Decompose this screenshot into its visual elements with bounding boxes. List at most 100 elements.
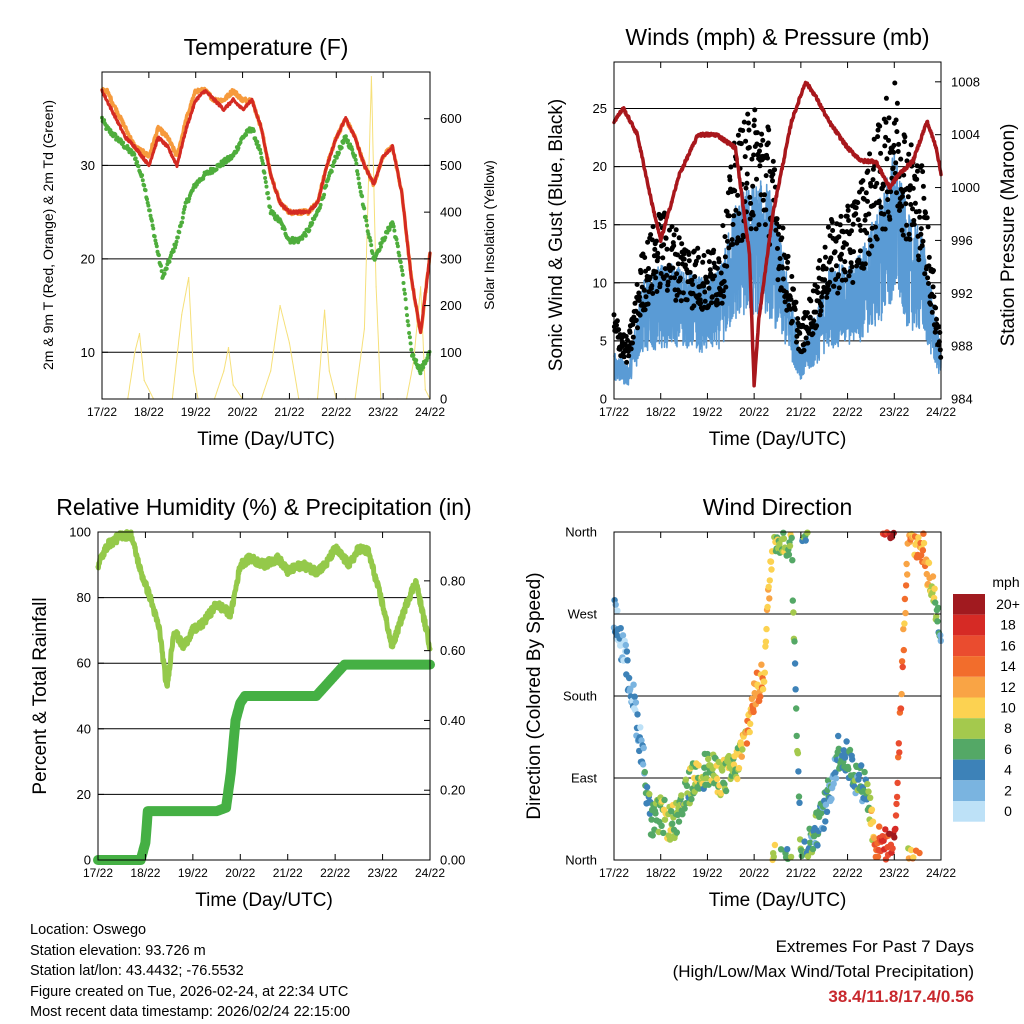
direction-point [824, 777, 832, 784]
gust-point [892, 80, 898, 86]
direction-point [649, 832, 656, 839]
x-tick-label: 23/22 [879, 405, 909, 419]
direction-point [937, 632, 944, 639]
gust-point [847, 268, 853, 274]
x-tick-label: 19/22 [181, 405, 211, 419]
gust-point [722, 254, 728, 260]
gust-point [675, 261, 681, 267]
direction-point [934, 618, 941, 625]
dewpoint-point [159, 263, 163, 268]
direction-point [843, 738, 850, 745]
direction-point [761, 669, 768, 676]
gust-point [720, 288, 726, 294]
y2-tick-label: 0.40 [440, 713, 465, 728]
gust-point [878, 204, 884, 210]
gust-point [693, 258, 699, 264]
gust-point [926, 281, 931, 286]
gust-point [875, 134, 881, 140]
gust-point [853, 205, 859, 211]
dewpoint-point [201, 176, 206, 181]
gust-point [696, 292, 702, 298]
gust-point [910, 206, 915, 212]
gust-series [611, 80, 944, 365]
dewpoint-point [153, 238, 158, 243]
direction-point [892, 825, 899, 833]
y2-tick-label: 400 [440, 205, 462, 220]
gust-point [660, 255, 666, 261]
gust-point [878, 150, 884, 156]
dewpoint-point [102, 118, 107, 123]
dewpoint-point [180, 215, 185, 220]
dewpoint-point [236, 145, 241, 150]
direction-point [643, 783, 651, 791]
direction-point [891, 834, 898, 841]
direction-point [759, 686, 767, 693]
gust-point [652, 246, 658, 252]
direction-point [896, 749, 903, 756]
direction-point [739, 746, 746, 753]
direction-point [934, 604, 942, 611]
direction-point [858, 762, 865, 769]
dewpoint-point [310, 221, 315, 225]
gust-point [670, 265, 676, 271]
dewpoint-point [354, 161, 359, 166]
y2-tick-label: 1004 [951, 127, 980, 142]
gust-point [742, 154, 748, 160]
y2-tick-label: 992 [951, 286, 973, 301]
y2-tick-label: 988 [951, 339, 973, 354]
direction-point [625, 674, 633, 682]
gust-point [731, 213, 737, 219]
direction-point [897, 705, 905, 712]
y-tick-label: 0 [600, 392, 607, 407]
extremes-values: 38.4/11.8/17.4/0.56 [828, 987, 974, 1006]
gust-point [696, 254, 701, 260]
gust-point [815, 265, 821, 271]
gust-point [788, 297, 794, 302]
gust-point [642, 255, 648, 260]
dewpoint-point [356, 176, 361, 181]
extremes-title: Extremes For Past 7 Days [775, 937, 974, 956]
gust-point [721, 278, 727, 284]
direction-point [796, 799, 803, 806]
dewpoint-point [140, 178, 145, 183]
direction-point [895, 740, 902, 747]
gust-point [720, 223, 726, 229]
dewpoint-point [266, 196, 271, 201]
gust-point [908, 202, 914, 207]
gust-point [625, 337, 630, 343]
gust-point [836, 234, 842, 240]
x-tick-label: 17/22 [599, 405, 629, 419]
y2-tick-label: 0 [440, 392, 447, 407]
gust-point [839, 251, 844, 257]
gust-point [677, 275, 683, 281]
gust-point [891, 149, 897, 155]
direction-point [632, 699, 640, 706]
gust-point [735, 132, 741, 138]
gust-point [736, 211, 742, 217]
winds-panel: 0 5 10 15 20 25 984 988 992 996 1000 1004 1008 17/22 1… [546, 24, 1019, 450]
direction-point [637, 724, 644, 731]
gust-point [766, 127, 772, 133]
gust-point [828, 255, 834, 261]
legend-swatch [953, 738, 985, 760]
gust-point [937, 347, 943, 353]
gust-point [891, 142, 897, 148]
gust-point [836, 285, 842, 291]
gust-point [881, 211, 887, 217]
gust-point [829, 219, 835, 225]
gust-point [931, 294, 937, 300]
gust-point [898, 156, 904, 162]
y-tick-label: 80 [77, 590, 91, 605]
dewpoint-point [150, 223, 155, 228]
gust-point [756, 222, 762, 228]
gust-point [702, 298, 708, 304]
direction-point [893, 800, 900, 808]
gust-point [746, 120, 751, 126]
gust-point [907, 236, 913, 242]
dewpoint-point [162, 271, 167, 276]
dewpoint-point [409, 347, 414, 352]
direction-point [892, 812, 900, 819]
y-tick-label: 20 [593, 159, 607, 174]
gust-point [895, 149, 901, 154]
gust-point [687, 269, 693, 275]
